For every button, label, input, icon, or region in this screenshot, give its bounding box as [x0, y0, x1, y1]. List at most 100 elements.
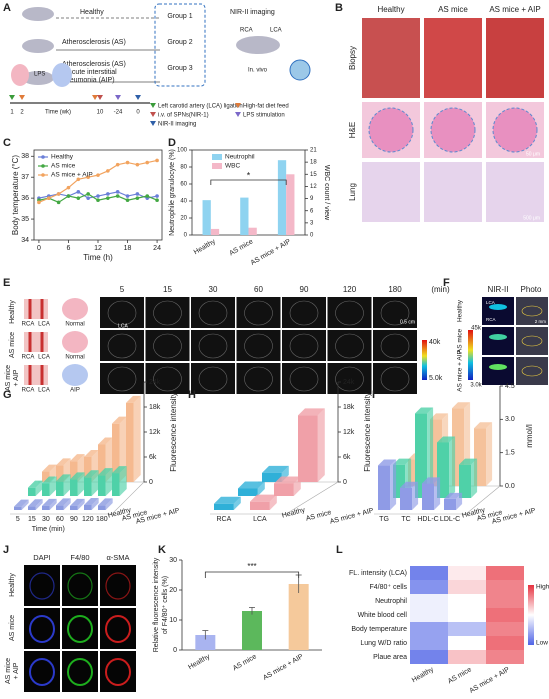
label: AS mice + AIP	[262, 653, 305, 682]
bar-side	[390, 459, 397, 510]
nir-image	[482, 327, 514, 355]
label: 80	[180, 165, 187, 171]
vessel-signal	[489, 334, 507, 340]
bar	[56, 465, 64, 482]
label: 18k	[343, 404, 355, 411]
bar	[298, 415, 318, 482]
data-point	[106, 169, 110, 173]
significance-bracket	[210, 179, 287, 185]
bar-top	[84, 450, 99, 457]
label: Photo	[521, 285, 542, 294]
bar-side	[105, 498, 113, 510]
label: 5	[120, 285, 125, 294]
bar-top	[400, 481, 419, 488]
lung-image	[362, 162, 420, 222]
legend-swatch	[212, 163, 222, 169]
label: 40	[180, 199, 187, 205]
vessel-stain	[105, 615, 131, 643]
bar	[400, 487, 413, 510]
nir-image	[282, 297, 326, 328]
label: 60	[180, 182, 187, 188]
label: H&E	[348, 122, 357, 138]
legend-marker	[41, 155, 45, 159]
bar-top	[298, 408, 325, 416]
label: 6	[310, 208, 314, 214]
label: 12k	[149, 429, 161, 436]
heat-cell	[486, 566, 524, 580]
label: AS mice	[232, 653, 258, 672]
vessel-signal	[489, 364, 507, 370]
mouse-outline	[198, 300, 228, 326]
bar-side	[233, 496, 241, 510]
data-point	[115, 190, 120, 194]
label: AS mice	[51, 163, 76, 170]
mouse-icon	[22, 7, 54, 21]
panel-label: K	[158, 544, 166, 556]
photo-image	[516, 327, 548, 355]
artery-icon	[24, 332, 48, 352]
label: RCA	[22, 388, 35, 394]
data-point	[155, 198, 159, 203]
bar-top	[112, 466, 127, 474]
bar-top	[393, 458, 412, 465]
label: 1	[10, 110, 14, 116]
label: 20	[180, 216, 187, 222]
panel-label: H	[188, 389, 196, 401]
mouse-outline	[153, 333, 182, 359]
heat-cell	[486, 650, 524, 664]
label: TC	[401, 516, 410, 523]
label: F4/80	[70, 553, 89, 562]
label: Lung	[348, 183, 357, 201]
bar-side	[471, 458, 478, 498]
data-point	[76, 190, 81, 194]
bar-side	[269, 494, 277, 510]
label: *	[247, 170, 251, 180]
bar-side	[119, 416, 127, 482]
photo-image	[516, 357, 548, 385]
bar	[240, 197, 249, 235]
label: 12	[94, 245, 102, 252]
nir-image	[100, 297, 144, 328]
label: LCA	[270, 28, 282, 34]
mouse-outline	[380, 300, 410, 326]
nir-image	[145, 297, 190, 328]
bar-side	[49, 476, 57, 496]
label: Low	[536, 640, 548, 647]
bar-top	[238, 481, 265, 489]
bar-side	[317, 408, 325, 482]
label: LPS stimulation	[243, 113, 285, 119]
bar-top	[415, 407, 434, 414]
label: AS mice	[228, 238, 254, 257]
biopsy-image	[362, 18, 420, 98]
bar	[378, 465, 391, 510]
label: 0	[184, 233, 188, 239]
bar	[84, 477, 92, 496]
label: 0	[310, 233, 314, 239]
heat-cell	[448, 594, 486, 608]
mouse-icon	[236, 36, 280, 54]
bar-side	[105, 468, 113, 496]
legend-swatch	[212, 154, 222, 160]
heat-cell	[486, 636, 524, 650]
bar	[98, 444, 106, 482]
bar-side	[77, 498, 85, 510]
label: 18	[310, 160, 317, 166]
label: DAPI	[33, 553, 51, 562]
bar	[84, 457, 92, 482]
label: Body temperature	[351, 626, 407, 633]
label: 0	[136, 110, 140, 116]
lung-icon	[11, 64, 29, 86]
bar-top	[28, 499, 43, 507]
bar-side	[119, 466, 127, 496]
label: mmol/l	[525, 424, 534, 448]
bar	[98, 475, 106, 496]
label: Atherosclerosis (AS)	[62, 39, 126, 46]
label: 45k	[471, 326, 482, 332]
label: 0	[173, 647, 177, 654]
label: AS mice + AIP	[469, 666, 512, 695]
legend-marker	[150, 112, 156, 117]
heat-cell	[448, 650, 486, 664]
label: 0	[149, 479, 153, 486]
timeline-marker	[9, 95, 15, 100]
label: 0.0	[505, 483, 515, 490]
